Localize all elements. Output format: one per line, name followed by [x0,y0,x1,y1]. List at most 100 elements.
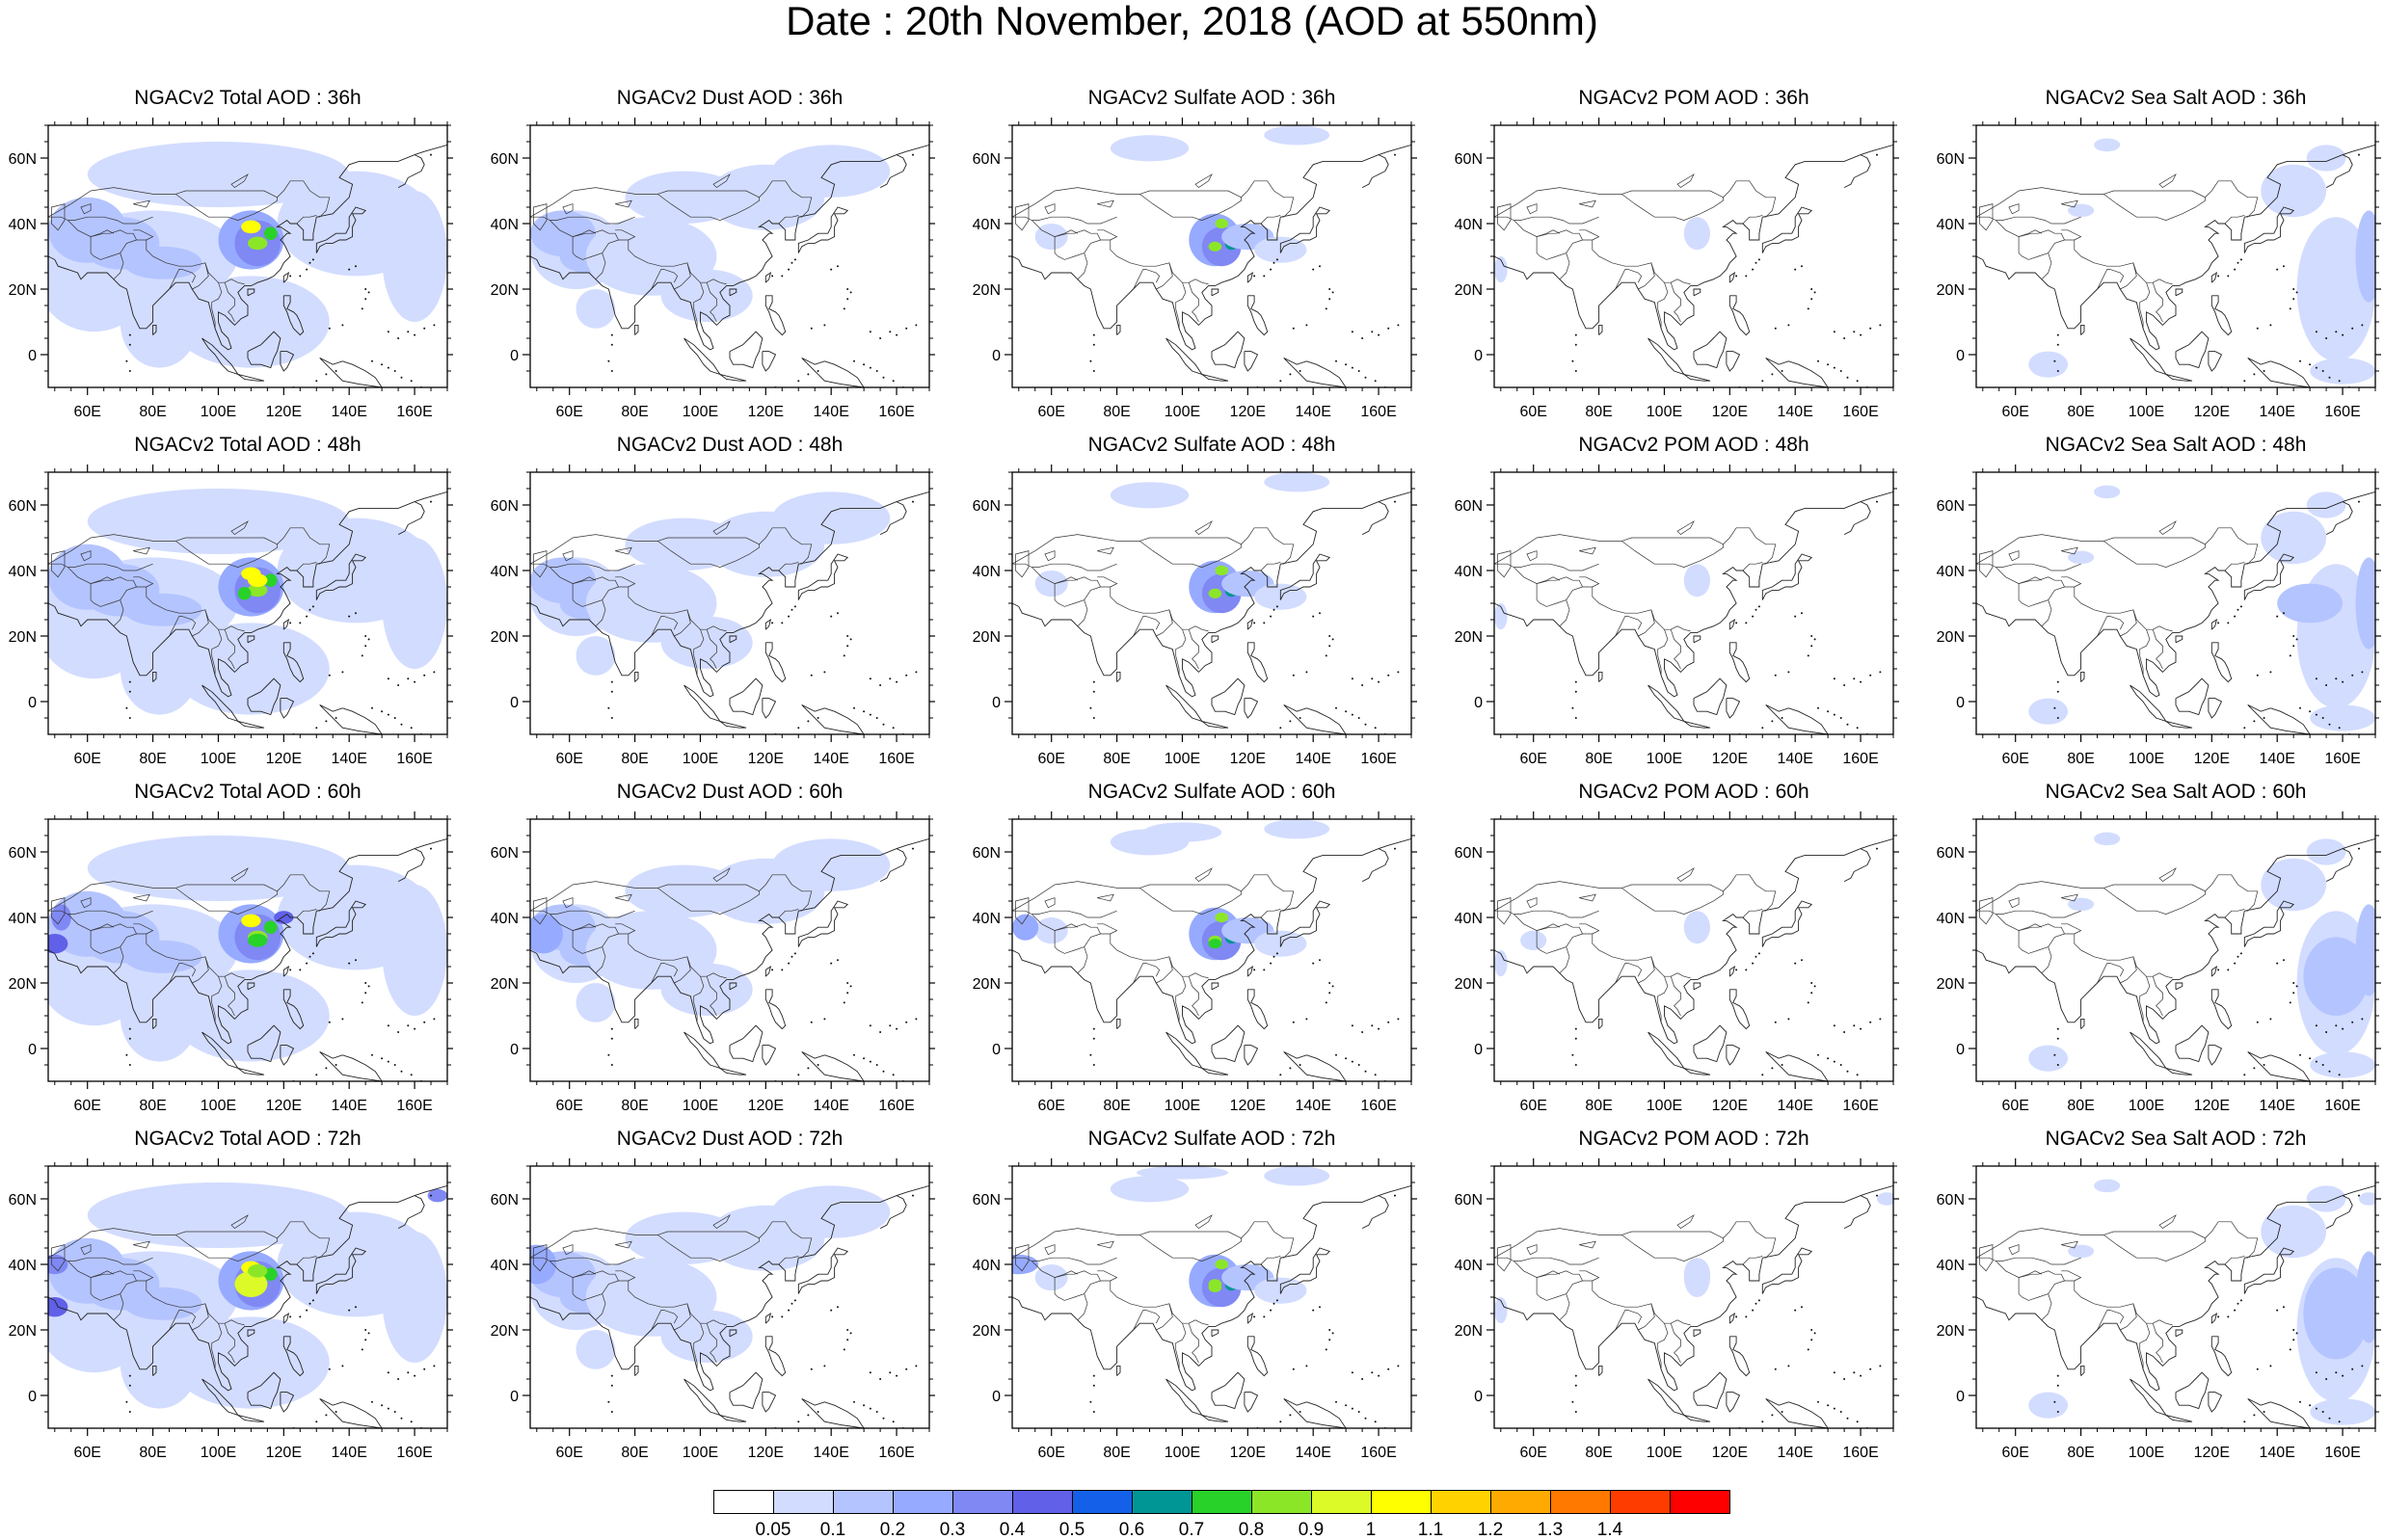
island-dot [1745,969,1748,971]
country-border [693,976,705,1022]
country-border [175,1235,278,1261]
island-dot [846,635,849,637]
island-dot [879,1378,882,1380]
island-dot [2289,1348,2291,1351]
country-border [706,629,717,670]
island-dot [410,727,413,730]
island-dot [2056,1384,2059,1387]
island-dot [325,1067,328,1070]
island-dot [2256,327,2259,330]
country-border [2103,888,2206,915]
panel-title: NGACv2 Dust AOD : 72h [616,1128,844,1150]
coastline [729,1329,737,1338]
aod-region [1683,564,1710,597]
lon-tick-label: 160E [878,1098,914,1113]
lon-tick-label: 140E [1778,404,1813,419]
island-dot [1312,268,1315,271]
island-dot [2292,1339,2295,1341]
island-dot [837,265,839,268]
island-dot [299,969,302,971]
aod-region [248,1264,268,1278]
country-border [1536,1277,1583,1301]
country-border [572,236,619,260]
coastline [282,642,305,683]
aod-region [264,920,278,934]
island-dot [610,717,613,719]
coastline [1012,491,1411,698]
aod-region [120,969,200,1062]
coastline [315,553,367,600]
island-dot [2292,982,2295,984]
coastline [879,848,907,883]
coastline [1598,671,1603,682]
lon-tick-label: 100E [683,1098,718,1113]
island-dot [1846,1417,1849,1420]
lon-tick-label: 120E [748,404,784,419]
country-border [549,1257,635,1265]
panel-title: NGACv2 Total AOD : 48h [134,434,362,456]
country-border [657,1235,760,1261]
island-dot [2263,370,2265,372]
coastline [729,635,737,644]
island-dot [810,1367,813,1370]
coastline [152,1365,157,1376]
coastline [1494,491,1893,698]
island-dot [1879,671,1882,674]
coastline [1283,704,1347,734]
island-dot [128,1027,131,1030]
lake-outline [1497,897,1512,925]
island-dot [1833,366,1835,369]
island-dot [1092,717,1095,719]
island-dot [1364,1417,1367,1420]
island-dot [1761,727,1764,730]
island-dot [1305,1018,1308,1021]
island-dot [2328,376,2331,379]
coastline [237,1067,265,1075]
country-border [1996,910,2081,918]
lon-tick-label: 80E [2067,404,2094,419]
lake-outline [80,1244,92,1256]
country-border [1638,262,1655,290]
island-dot [849,638,852,641]
map-panel-total-36h: NGACv2 Total AOD : 36h 60E 80E 100E 120E 140E… [0,87,453,419]
aod-region [1137,1166,1228,1180]
aod-region [576,1330,616,1369]
coastline [1201,373,1229,382]
island-dot [889,1371,892,1374]
map-panel-total-48h: NGACv2 Total AOD : 48h 60E 80E 100E 120E 140E… [0,434,453,766]
country-border [1031,216,1117,225]
lat-tick-label: 40N [973,217,1001,233]
island-dot [1272,955,1275,958]
coastline [1728,1336,1751,1377]
island-dot [1299,1064,1301,1066]
island-dot [837,612,839,615]
lon-tick-label: 60E [2001,404,2028,419]
coastline [2080,324,2085,335]
coastline [764,295,787,336]
island-dot [1253,1315,1256,1318]
island-dot [348,962,351,965]
island-dot [1745,275,1748,278]
lat-tick-label: 0 [1474,695,1483,711]
aod-region [2310,704,2375,731]
panel-title: NGACv2 Sulfate AOD : 60h [1087,781,1336,803]
island-dot [2283,959,2285,962]
lat-tick-label: 0 [1474,1042,1483,1058]
lat-tick-label: 60N [491,845,519,862]
island-dot [2361,324,2364,327]
lon-tick-label: 120E [266,751,302,766]
country-border [1139,541,1242,568]
lake-outline [1194,173,1213,189]
island-dot [371,1400,373,1403]
island-dot [2328,1417,2331,1420]
island-dot [306,1309,308,1312]
lon-tick-label: 80E [621,751,648,766]
island-dot [837,959,839,962]
island-dot [781,969,784,971]
coastline [1598,1018,1603,1029]
country-border [1536,583,1583,607]
